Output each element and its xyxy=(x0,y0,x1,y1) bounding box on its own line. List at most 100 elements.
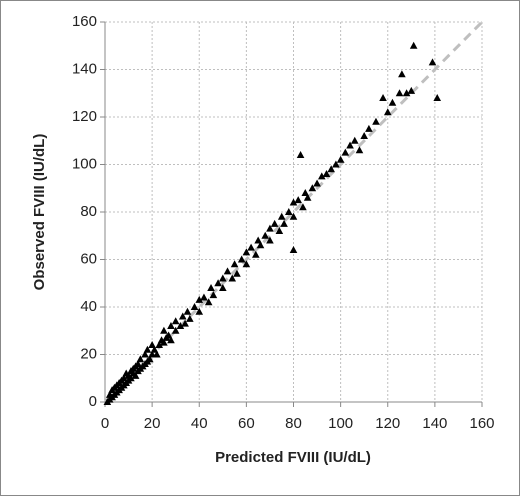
point xyxy=(428,58,437,66)
point xyxy=(148,341,156,348)
point xyxy=(237,255,246,263)
point xyxy=(178,312,187,320)
y-axis-label: Observed FVIII (IU/dL) xyxy=(31,134,48,291)
y-tick-label: 80 xyxy=(80,203,97,220)
point xyxy=(395,89,404,97)
point xyxy=(183,307,192,315)
point xyxy=(171,326,180,334)
point xyxy=(127,374,135,382)
point xyxy=(327,165,335,173)
point xyxy=(383,108,392,116)
point xyxy=(402,89,411,97)
y-tick-label: 60 xyxy=(80,250,97,267)
point xyxy=(317,172,326,180)
point xyxy=(167,322,175,329)
point xyxy=(289,198,298,206)
point xyxy=(134,360,142,367)
point xyxy=(294,196,303,204)
point xyxy=(233,269,241,277)
x-tick-label: 80 xyxy=(285,415,302,432)
y-tick-label: 160 xyxy=(72,13,97,30)
point xyxy=(280,219,288,227)
x-axis-label: Predicted FVIII (IU/dL) xyxy=(215,449,371,466)
point xyxy=(160,326,168,334)
point xyxy=(181,319,189,327)
point xyxy=(228,274,237,282)
point xyxy=(195,307,204,315)
point xyxy=(254,236,262,244)
point xyxy=(145,355,154,363)
y-tick-label: 20 xyxy=(80,345,97,362)
point xyxy=(164,331,173,339)
x-tick-label: 160 xyxy=(469,415,494,432)
x-tick-label: 60 xyxy=(238,415,255,432)
point xyxy=(209,291,218,299)
point xyxy=(303,193,312,201)
point xyxy=(308,184,317,192)
point xyxy=(407,86,416,94)
point xyxy=(150,345,159,353)
point xyxy=(388,98,397,106)
x-tick-label: 40 xyxy=(191,415,208,432)
x-tick-label: 20 xyxy=(144,415,161,432)
point xyxy=(299,203,307,211)
point xyxy=(398,70,406,78)
point xyxy=(433,94,442,101)
point xyxy=(219,274,227,282)
point xyxy=(261,231,270,239)
point xyxy=(219,284,227,291)
point xyxy=(204,298,213,306)
point xyxy=(176,322,185,329)
point xyxy=(155,341,163,348)
point xyxy=(289,212,298,220)
point xyxy=(275,227,284,234)
point xyxy=(284,208,293,215)
point xyxy=(379,94,387,101)
point xyxy=(143,345,152,353)
point xyxy=(195,295,204,303)
point xyxy=(171,317,180,325)
point xyxy=(230,260,239,268)
x-tick-label: 100 xyxy=(328,415,353,432)
x-tick-label: 140 xyxy=(422,415,447,432)
point xyxy=(277,212,286,220)
point xyxy=(341,148,350,156)
y-tick-label: 0 xyxy=(89,393,97,410)
point xyxy=(223,267,232,275)
point xyxy=(270,219,279,227)
point xyxy=(242,248,251,256)
point xyxy=(313,179,321,187)
y-tick-label: 140 xyxy=(72,60,97,77)
point xyxy=(136,355,145,363)
point xyxy=(242,260,251,268)
point xyxy=(322,170,331,177)
point xyxy=(247,243,255,251)
point xyxy=(372,117,380,125)
point xyxy=(120,374,128,382)
point xyxy=(350,136,359,144)
x-tick-label: 120 xyxy=(375,415,400,432)
point xyxy=(167,336,175,344)
point xyxy=(360,132,368,139)
point xyxy=(131,371,140,379)
point xyxy=(186,314,194,322)
point xyxy=(207,284,215,291)
point xyxy=(256,241,265,249)
point xyxy=(190,303,199,310)
point xyxy=(252,250,260,258)
y-tick-label: 100 xyxy=(72,155,97,172)
point xyxy=(336,155,345,163)
point xyxy=(266,236,274,244)
point xyxy=(301,189,310,196)
point xyxy=(153,350,161,358)
x-tick-label: 0 xyxy=(101,415,109,432)
point xyxy=(332,160,340,168)
point xyxy=(141,350,149,358)
y-tick-label: 40 xyxy=(80,298,97,315)
point xyxy=(214,279,222,287)
point xyxy=(365,124,373,132)
y-tick-label: 120 xyxy=(72,108,97,125)
point xyxy=(409,41,418,49)
